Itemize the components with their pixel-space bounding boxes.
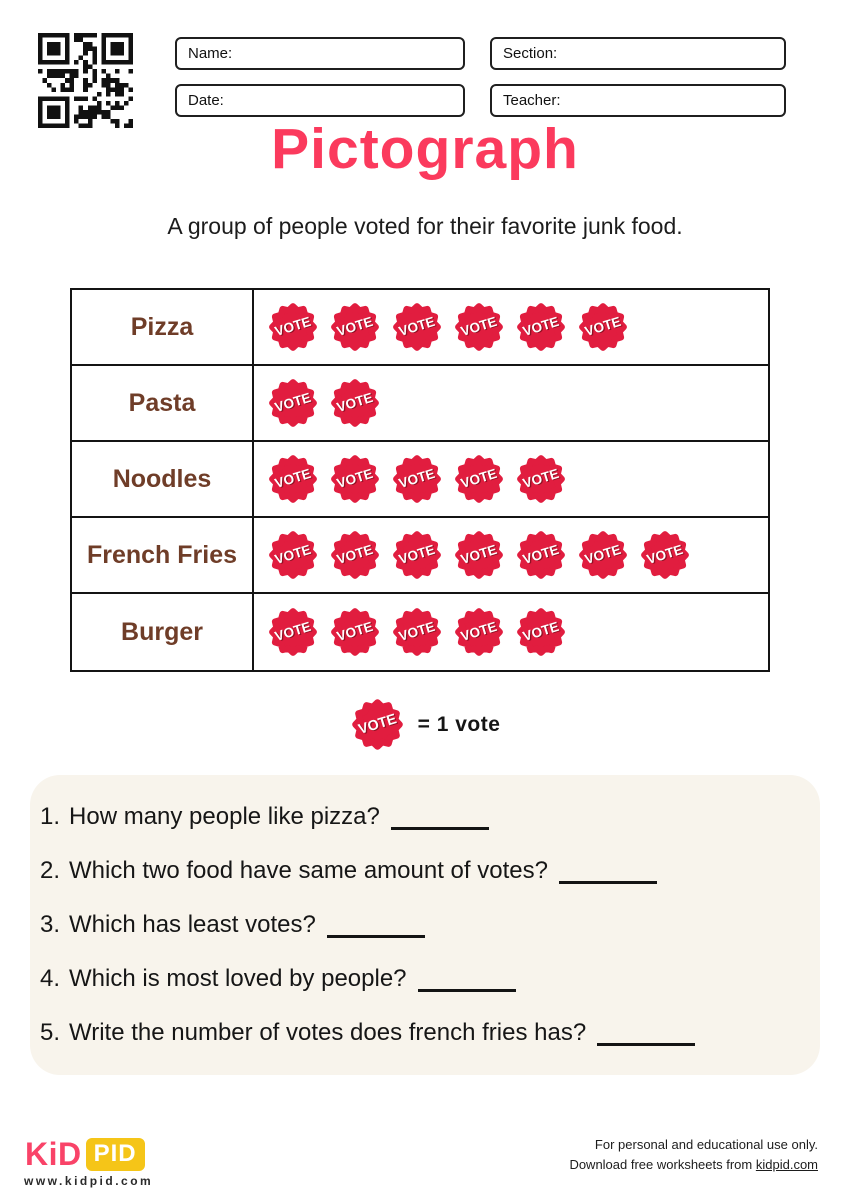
question-text: Which is most loved by people? — [69, 965, 407, 992]
answer-blank[interactable] — [326, 913, 425, 938]
table-row: Pizza VOTE VOTE VOTE VOTE VOTE VOTE VOTE VOTE VOT… — [72, 290, 768, 366]
question-number: 5. — [40, 1019, 61, 1046]
question-text: Which has least votes? — [69, 911, 316, 938]
teacher-field[interactable]: Teacher: — [490, 84, 786, 117]
question-item: 1. How many people like pizza? — [40, 799, 800, 835]
row-vote-icons: VOTE VOTE VOTE VOTE — [254, 366, 768, 440]
table-row: Pasta VOTE VOTE VOTE VOTE — [72, 366, 768, 442]
question-number: 4. — [40, 965, 61, 992]
kidpid-link[interactable]: kidpid.com — [755, 1157, 818, 1172]
table-row: Noodles VOTE VOTE VOTE VOTE VOTE VOTE VOTE VOTE V… — [72, 442, 768, 518]
kidpid-logo: KiD PID — [25, 1136, 145, 1173]
logo-kid-text: KiD — [25, 1136, 82, 1172]
date-field[interactable]: Date: — [175, 84, 465, 117]
question-text: Write the number of votes does french fr… — [69, 1019, 587, 1046]
subtitle: A group of people voted for their favori… — [167, 213, 683, 239]
question-text: Which two food have same amount of votes… — [69, 857, 548, 884]
row-vote-icons: VOTE VOTE VOTE VOTE VOTE VOTE VOTE VOTE VOTE VOTE… — [254, 518, 768, 592]
usage-note-line1: For personal and educational use only. — [594, 1137, 818, 1152]
teacher-field-label: Teacher: — [503, 92, 561, 109]
question-number: 1. — [40, 803, 61, 830]
pictograph-table: Pizza VOTE VOTE VOTE VOTE VOTE VOTE VOTE VOTE VOT… — [70, 288, 770, 672]
page-title: Pictograph — [271, 117, 579, 181]
row-vote-icons: VOTE VOTE VOTE VOTE VOTE VOTE VOTE VOTE VOTE VOTE… — [254, 290, 768, 364]
legend: VOTE VOTE = 1 vote — [0, 697, 850, 752]
row-label: Pasta — [72, 366, 254, 440]
questions-box: 1. How many people like pizza? 2. Which two… — [30, 775, 820, 1075]
question-item: 3. Which has least votes? — [40, 907, 800, 943]
row-label: Burger — [72, 594, 254, 670]
question-text: How many people like pizza? — [69, 803, 380, 830]
row-vote-icons: VOTE VOTE VOTE VOTE VOTE VOTE VOTE VOTE VOTE VOTE — [254, 442, 768, 516]
row-label: Pizza — [72, 290, 254, 364]
table-row: Burger VOTE VOTE VOTE VOTE VOTE VOTE VOTE VOTE VO… — [72, 594, 768, 670]
section-field[interactable]: Section: — [490, 37, 786, 70]
usage-note-line2: Download free worksheets from kidpid.com — [569, 1157, 818, 1172]
table-row: French Fries VOTE VOTE VOTE VOTE VOTE VOTE VOTE… — [72, 518, 768, 594]
answer-blank[interactable] — [417, 967, 516, 992]
question-item: 2. Which two food have same amount of vot… — [40, 853, 800, 889]
question-number: 3. — [40, 911, 61, 938]
row-label: Noodles — [72, 442, 254, 516]
name-field[interactable]: Name: — [175, 37, 465, 70]
name-field-label: Name: — [188, 45, 233, 62]
logo-pid-text: PID — [85, 1138, 145, 1171]
question-number: 2. — [40, 857, 61, 884]
question-item: 4. Which is most loved by people? — [40, 961, 800, 997]
usage-note: For personal and educational use only. D… — [569, 1135, 818, 1175]
section-field-label: Section: — [503, 45, 558, 62]
legend-vote-badge-icon: VOTE VOTE — [350, 697, 405, 752]
row-vote-icons: VOTE VOTE VOTE VOTE VOTE VOTE VOTE VOTE VOTE VOTE — [254, 594, 768, 670]
date-field-label: Date: — [188, 92, 224, 109]
answer-blank[interactable] — [390, 805, 489, 830]
row-label: French Fries — [72, 518, 254, 592]
qr-code-icon — [38, 33, 133, 128]
answer-blank[interactable] — [558, 859, 657, 884]
answer-blank[interactable] — [597, 1021, 696, 1046]
legend-text: = 1 vote — [417, 712, 501, 736]
question-item: 5. Write the number of votes does french … — [40, 1015, 800, 1051]
website-url: www.kidpid.com — [24, 1174, 154, 1188]
